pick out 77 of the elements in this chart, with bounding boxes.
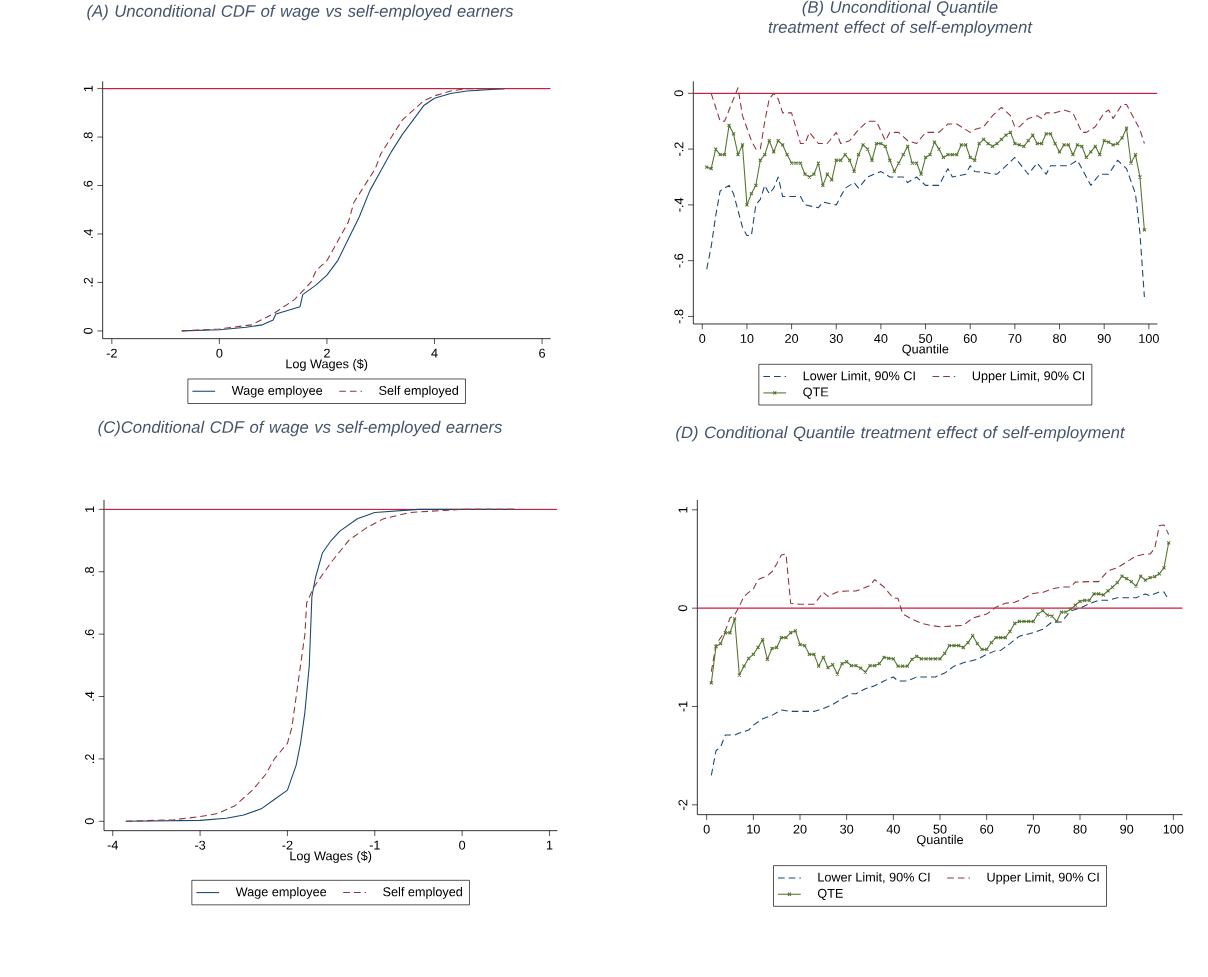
legend-label: Self employed (379, 385, 458, 398)
x-tick-label: 2 (324, 348, 330, 358)
x-tick-label: 70 (1008, 333, 1022, 343)
x-tick-label: 1 (546, 840, 553, 850)
x-tick-label: 10 (747, 824, 760, 834)
x-axis-title: Log Wages ($) (290, 850, 372, 863)
chart-title: (D) Conditional Quantile treatment effect of self-employment (676, 425, 1126, 442)
y-tick-label: .4 (83, 228, 93, 238)
x-tick-label: -3 (195, 840, 206, 850)
y-tick-label: .6 (84, 629, 94, 639)
x-tick-label: 4 (431, 348, 438, 358)
x-tick-label: 20 (793, 824, 807, 834)
x-tick-label: -2 (106, 348, 117, 358)
y-tick-label: .8 (84, 566, 94, 576)
y-tick-label: -2 (678, 799, 688, 810)
line-series (710, 87, 1145, 150)
legend-label: Upper Limit, 90% CI (972, 370, 1084, 383)
legend-label: Lower Limit, 90% CI (818, 872, 930, 883)
line-series (125, 508, 516, 822)
y-tick-label: 1 (678, 506, 688, 513)
x-tick-label: 60 (980, 824, 994, 834)
y-tick-label: 0 (83, 327, 93, 334)
y-tick-label: -.4 (674, 197, 684, 212)
x-tick-label: 40 (886, 824, 900, 834)
y-tick-label: -1 (678, 701, 688, 712)
x-tick-label: 6 (539, 348, 546, 358)
y-tick-label: 0 (678, 604, 688, 612)
x-tick-label: 10 (740, 333, 754, 343)
y-tick-label: 1 (83, 85, 93, 92)
legend-label: Lower Limit, 90% CI (803, 370, 915, 382)
x-tick-label: 50 (933, 824, 947, 834)
legend-label: QTE (803, 387, 829, 399)
legend-label: Self employed (383, 886, 462, 899)
legend-label: Wage employee (231, 385, 323, 398)
x-tick-label: -1 (369, 840, 380, 850)
x-tick-label: 30 (829, 333, 843, 343)
y-tick-label: .2 (85, 754, 94, 763)
line-series (710, 524, 1170, 672)
x-tick-label: 100 (1139, 333, 1159, 343)
x-tick-label: 50 (919, 333, 933, 343)
legend-label: Upper Limit, 90% CI (987, 872, 1099, 884)
legend-label: Wage employee (235, 886, 327, 899)
x-tick-label: 80 (1073, 824, 1087, 834)
y-tick-label: .8 (83, 132, 93, 142)
x-axis-title: Quantile (902, 343, 949, 356)
x-axis-title: Log Wages ($) (286, 358, 368, 371)
x-tick-label: 20 (785, 333, 799, 343)
chart-title: (C)Conditional CDF of wage vs self-employed earners (98, 420, 502, 437)
x-axis-title: Quantile (917, 834, 964, 847)
chart-title: (B) Unconditional Quantile treatment effect of self-employment (768, 0, 1033, 37)
y-tick-label: .4 (85, 691, 94, 701)
y-tick-label: -.2 (674, 142, 684, 156)
line-series (181, 87, 505, 332)
x-tick-label: -2 (282, 840, 293, 850)
x-tick-label: 40 (874, 333, 888, 343)
x-tick-label: 70 (1026, 824, 1040, 834)
x-tick-label: 30 (840, 824, 854, 834)
chart-title: (A) Unconditional CDF of wage vs self-employed earners (87, 4, 514, 21)
x-tick-label: -4 (107, 840, 118, 850)
y-tick-label: -.6 (674, 253, 684, 268)
x-tick-label: 90 (1120, 824, 1134, 834)
x-tick-label: 0 (703, 824, 710, 834)
y-tick-label: 0 (84, 818, 94, 825)
x-tick-label: 80 (1053, 333, 1067, 343)
x-tick-label: 0 (459, 840, 466, 850)
x-tick-label: 100 (1163, 824, 1184, 834)
y-tick-label: -.8 (674, 309, 684, 324)
x-tick-label: 0 (216, 348, 223, 358)
y-tick-label: .6 (83, 180, 93, 190)
x-tick-label: 60 (963, 333, 977, 343)
legend-label: QTE (817, 888, 843, 900)
x-tick-label: 90 (1097, 333, 1111, 343)
x-tick-label: 0 (699, 333, 706, 343)
line-series (706, 156, 1145, 298)
y-tick-label: 0 (674, 90, 684, 97)
y-tick-label: 1 (85, 506, 94, 512)
y-tick-label: .2 (83, 277, 93, 287)
